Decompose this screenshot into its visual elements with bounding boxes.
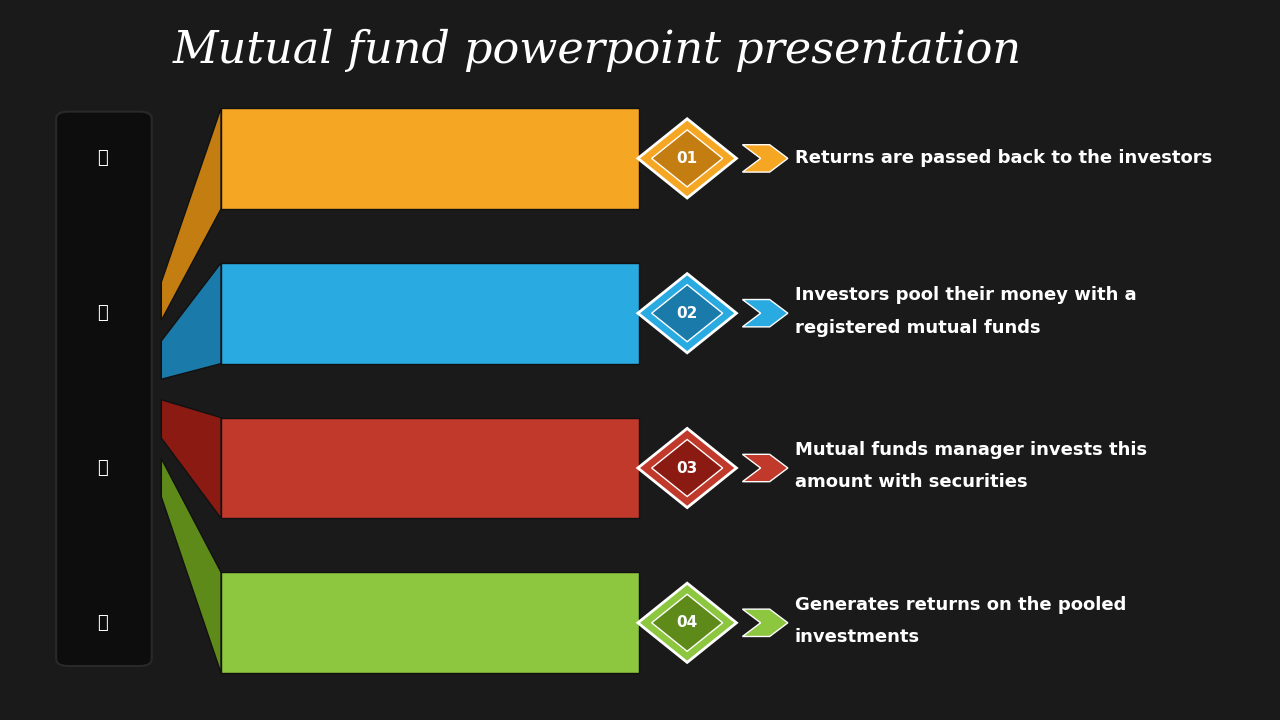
Text: 01: 01	[677, 151, 698, 166]
Polygon shape	[637, 119, 736, 198]
Text: Returns are passed back to the investors: Returns are passed back to the investors	[795, 150, 1212, 168]
Text: Mutual fund powerpoint presentation: Mutual fund powerpoint presentation	[173, 29, 1021, 72]
Bar	[76, 601, 129, 662]
Bar	[76, 446, 129, 508]
Text: 03: 03	[677, 461, 698, 475]
FancyBboxPatch shape	[56, 112, 152, 666]
Bar	[76, 137, 129, 198]
Polygon shape	[652, 594, 723, 652]
Bar	[76, 292, 129, 353]
Polygon shape	[742, 609, 788, 636]
Polygon shape	[637, 583, 736, 662]
Polygon shape	[637, 428, 736, 508]
Text: Mutual funds manager invests this: Mutual funds manager invests this	[795, 441, 1147, 459]
Polygon shape	[652, 439, 723, 497]
Polygon shape	[652, 130, 723, 187]
Bar	[221, 572, 640, 673]
Polygon shape	[161, 108, 221, 320]
Text: 02: 02	[676, 306, 698, 320]
Bar	[221, 263, 640, 364]
Bar	[221, 108, 640, 209]
Text: amount with securities: amount with securities	[795, 474, 1028, 492]
Polygon shape	[742, 145, 788, 172]
Text: investments: investments	[795, 628, 920, 647]
Polygon shape	[652, 284, 723, 342]
Text: registered mutual funds: registered mutual funds	[795, 319, 1041, 337]
Text: 💰: 💰	[97, 150, 108, 168]
Polygon shape	[742, 300, 788, 327]
Polygon shape	[637, 274, 736, 353]
Polygon shape	[742, 454, 788, 482]
Bar	[221, 418, 640, 518]
Polygon shape	[161, 400, 221, 518]
Polygon shape	[161, 459, 221, 673]
Text: Generates returns on the pooled: Generates returns on the pooled	[795, 596, 1126, 613]
Polygon shape	[161, 263, 221, 379]
Text: 💸: 💸	[97, 459, 108, 477]
Text: Investors pool their money with a: Investors pool their money with a	[795, 287, 1137, 305]
Text: 04: 04	[677, 616, 698, 630]
Text: 🌿: 🌿	[97, 613, 108, 632]
Text: 💹: 💹	[97, 305, 108, 323]
